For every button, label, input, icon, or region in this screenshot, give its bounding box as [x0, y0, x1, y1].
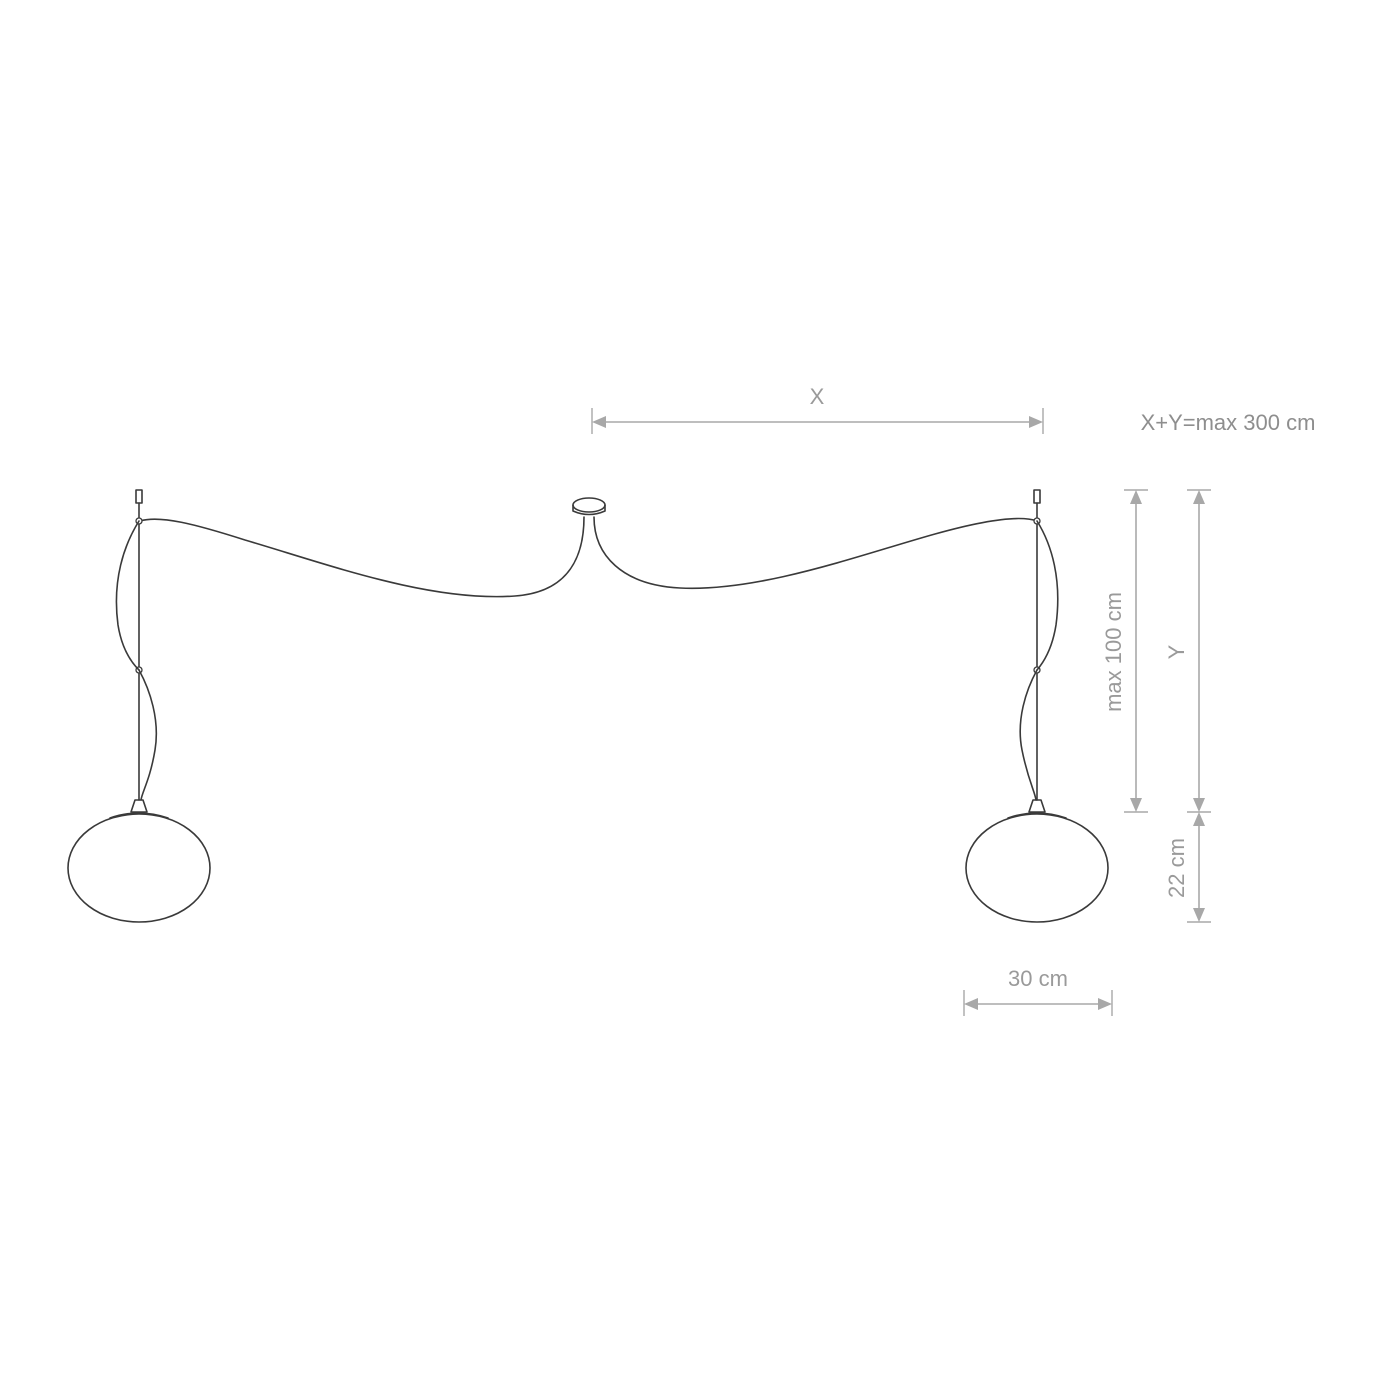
- dimension-y-label: Y: [1164, 644, 1189, 659]
- dimension-shade-width: 30 cm: [963, 966, 1113, 1016]
- length-constraint-note: X+Y=max 300 cm: [1141, 410, 1316, 435]
- dimension-shade-height-label: 22 cm: [1164, 838, 1189, 898]
- cable-left-span: [139, 516, 585, 598]
- cable-right-span: [593, 516, 1038, 590]
- left-pendant: [67, 489, 211, 923]
- right-pendant: [965, 489, 1109, 923]
- dimension-y: Y: [1164, 489, 1211, 813]
- ceiling-canopy: [572, 497, 606, 516]
- dimension-shade-width-label: 30 cm: [1008, 966, 1068, 991]
- dimension-max-100: max 100 cm: [1101, 489, 1148, 813]
- dimension-shade-height: 22 cm: [1164, 812, 1211, 923]
- dimension-x-label: X: [810, 384, 825, 409]
- right-socket: [1028, 799, 1046, 813]
- left-ceiling-hook: [135, 489, 143, 504]
- left-socket: [130, 799, 148, 813]
- dimension-max-100-label: max 100 cm: [1101, 592, 1126, 712]
- right-glass-globe: [965, 813, 1109, 923]
- dimension-x: X: [591, 384, 1044, 434]
- left-glass-globe: [67, 813, 211, 923]
- right-ceiling-hook: [1033, 489, 1041, 504]
